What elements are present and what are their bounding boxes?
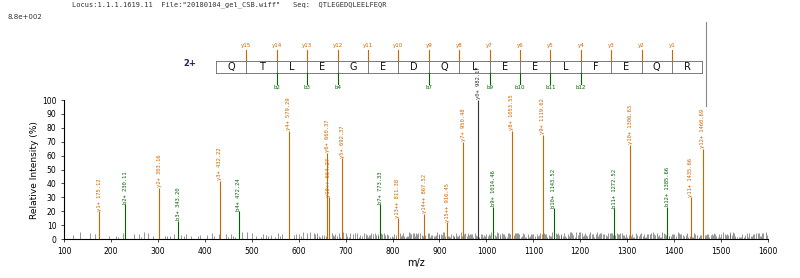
Text: y15++ 916.45: y15++ 916.45 [445, 183, 450, 222]
Text: y10++ 664.27: y10++ 664.27 [326, 158, 331, 197]
Text: E: E [532, 62, 538, 72]
Text: y6+ 660.37: y6+ 660.37 [325, 120, 330, 152]
Text: y7+ 950.48: y7+ 950.48 [461, 109, 466, 141]
Text: b10: b10 [514, 85, 526, 90]
Text: F: F [593, 62, 599, 72]
Text: b4: b4 [334, 85, 341, 90]
Text: y8+ 1053.55: y8+ 1053.55 [509, 94, 514, 130]
Text: b2: b2 [274, 85, 280, 90]
Text: y8: y8 [456, 43, 462, 48]
Text: y13: y13 [302, 43, 312, 48]
Text: E: E [623, 62, 630, 72]
Text: b3: b3 [304, 85, 310, 90]
Text: E: E [502, 62, 508, 72]
Text: Q: Q [653, 62, 661, 72]
Text: b12+ 1385.66: b12+ 1385.66 [665, 167, 670, 206]
Text: y12: y12 [333, 43, 342, 48]
Text: y10: y10 [394, 43, 403, 48]
Text: y11+ 1435.66: y11+ 1435.66 [688, 158, 694, 197]
Text: y5: y5 [547, 43, 554, 48]
Text: b7: b7 [426, 85, 432, 90]
Text: b11+ 1272.52: b11+ 1272.52 [612, 169, 617, 208]
Text: y4+ 579.29: y4+ 579.29 [286, 98, 291, 130]
Text: Locus:1.1.1.1619.11  File:"20180104_gel_CSB.wiff"   Seq:  QTLEGEDQLEELFEQR: Locus:1.1.1.1619.11 File:"20180104_gel_C… [72, 1, 386, 8]
Text: b2+ 230.11: b2+ 230.11 [122, 171, 127, 203]
Text: E: E [319, 62, 326, 72]
Text: b10+ 1143.52: b10+ 1143.52 [551, 169, 556, 208]
Text: E: E [380, 62, 386, 72]
Text: y11: y11 [363, 43, 373, 48]
Text: y14: y14 [272, 43, 282, 48]
Text: y6: y6 [517, 43, 523, 48]
Text: D: D [410, 62, 418, 72]
Text: b9+ 1014.46: b9+ 1014.46 [490, 171, 496, 206]
X-axis label: m/z: m/z [407, 259, 425, 269]
Text: G: G [349, 62, 357, 72]
Text: y5+ 692.37: y5+ 692.37 [339, 125, 345, 158]
Text: y2+ 303.16: y2+ 303.16 [157, 155, 162, 187]
Text: T: T [258, 62, 265, 72]
Text: y1+ 175.12: y1+ 175.12 [97, 178, 102, 211]
Text: y1: y1 [669, 43, 675, 48]
Text: b3+ 343.20: b3+ 343.20 [176, 188, 181, 220]
Text: y2: y2 [638, 43, 645, 48]
Text: y15: y15 [242, 43, 251, 48]
Text: b9: b9 [486, 85, 493, 90]
Text: y4: y4 [578, 43, 584, 48]
Text: y0+ 982.17: y0+ 982.17 [475, 67, 481, 99]
Text: y12+ 1460.69: y12+ 1460.69 [700, 109, 705, 148]
Text: b12: b12 [575, 85, 586, 90]
Text: R: R [684, 62, 690, 72]
Text: L: L [563, 62, 568, 72]
Text: 2+: 2+ [183, 59, 196, 68]
Text: y10+ 1306.63: y10+ 1306.63 [628, 105, 633, 144]
Text: y3+ 432.22: y3+ 432.22 [218, 148, 222, 180]
Text: y7: y7 [486, 43, 493, 48]
Text: y9: y9 [426, 43, 432, 48]
Text: y9+ 1119.62: y9+ 1119.62 [540, 98, 545, 134]
Text: y13++ 811.38: y13++ 811.38 [395, 178, 400, 217]
Text: Q: Q [227, 62, 235, 72]
Y-axis label: Relative Intensity (%): Relative Intensity (%) [30, 121, 39, 219]
Text: L: L [472, 62, 477, 72]
Text: b4+ 472.24: b4+ 472.24 [236, 178, 242, 211]
Text: Q: Q [440, 62, 448, 72]
Text: b11: b11 [545, 85, 556, 90]
Text: b7+ 773.33: b7+ 773.33 [378, 171, 382, 203]
Text: y3: y3 [608, 43, 614, 48]
Text: L: L [290, 62, 294, 72]
Text: y14++ 867.52: y14++ 867.52 [422, 174, 426, 214]
Text: 8.8e+002: 8.8e+002 [8, 14, 42, 20]
